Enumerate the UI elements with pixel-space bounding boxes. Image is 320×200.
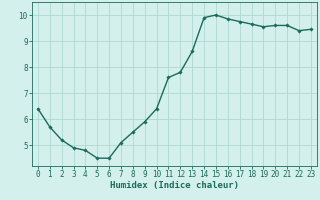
X-axis label: Humidex (Indice chaleur): Humidex (Indice chaleur) (110, 181, 239, 190)
